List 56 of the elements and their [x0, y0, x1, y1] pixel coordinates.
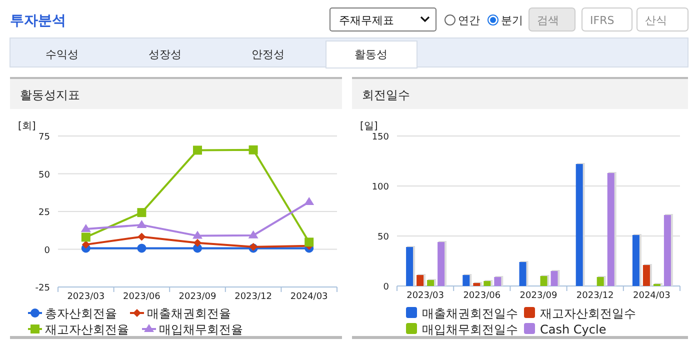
y-tick-label: 50	[378, 232, 390, 242]
text: 분기	[501, 14, 523, 27]
text: 안정성	[252, 48, 284, 61]
chart-title: 활동성지표	[20, 88, 80, 102]
x-tick-label: 2024/03	[633, 291, 670, 301]
point	[82, 240, 90, 249]
x-tick-label: 2023/09	[520, 291, 558, 301]
text: IFRS	[590, 14, 614, 27]
x-tick-label: 2023/12	[234, 292, 272, 302]
point	[304, 238, 314, 247]
point	[137, 244, 146, 253]
x-tick-label: 2023/03	[67, 292, 105, 302]
legend-label: 재고자산회전율	[45, 322, 129, 336]
y-tick-label: 150	[372, 132, 390, 142]
legend-label: 매출채권회전율	[147, 306, 231, 320]
point	[138, 232, 146, 241]
point	[193, 146, 202, 155]
point	[248, 230, 258, 238]
y-tick-label: 25	[38, 208, 50, 218]
y-axis-title: [일]	[360, 121, 378, 132]
x-tick-label: 2023/12	[576, 291, 614, 301]
legend-label: 매출채권회전일수	[422, 306, 518, 320]
point	[248, 145, 258, 154]
x-tick-label: 2023/06	[463, 291, 501, 301]
x-tick-label: 2023/03	[406, 291, 444, 301]
text: 검색	[537, 14, 559, 27]
x-tick-label: 2023/09	[178, 292, 216, 302]
text: 활동성	[354, 48, 388, 61]
y-tick-label: -25	[35, 284, 50, 294]
text: 연간	[458, 14, 480, 27]
point	[194, 238, 202, 247]
text: 투자분석	[10, 13, 66, 29]
text: 수익성	[46, 48, 78, 61]
text: 산식	[645, 14, 667, 27]
y-tick-label: 0	[383, 282, 390, 292]
point	[304, 196, 314, 205]
y-tick-label: 75	[38, 132, 50, 142]
legend-label: 총자산회전율	[45, 306, 117, 320]
y-axis-title: [회]	[18, 121, 36, 132]
y-tick-label: 100	[372, 182, 390, 192]
text: 성장성	[148, 48, 182, 61]
chart-title: 회전일수	[362, 88, 410, 102]
y-tick-label: 50	[38, 170, 50, 180]
point	[137, 208, 146, 218]
legend-label: 매입채무회전일수	[422, 322, 518, 336]
point	[81, 232, 90, 242]
x-tick-label: 2024/03	[290, 292, 328, 302]
x-tick-label: 2023/06	[123, 292, 161, 302]
legend-label: 재고자산회전일수	[540, 306, 636, 320]
point	[192, 230, 202, 239]
point	[80, 224, 91, 232]
y-tick-label: 0	[44, 246, 50, 256]
text: 주재무제표	[339, 14, 394, 27]
legend-label: 매입채무회전율	[159, 322, 243, 336]
point	[136, 220, 147, 228]
legend-label: Cash Cycle	[540, 322, 606, 336]
